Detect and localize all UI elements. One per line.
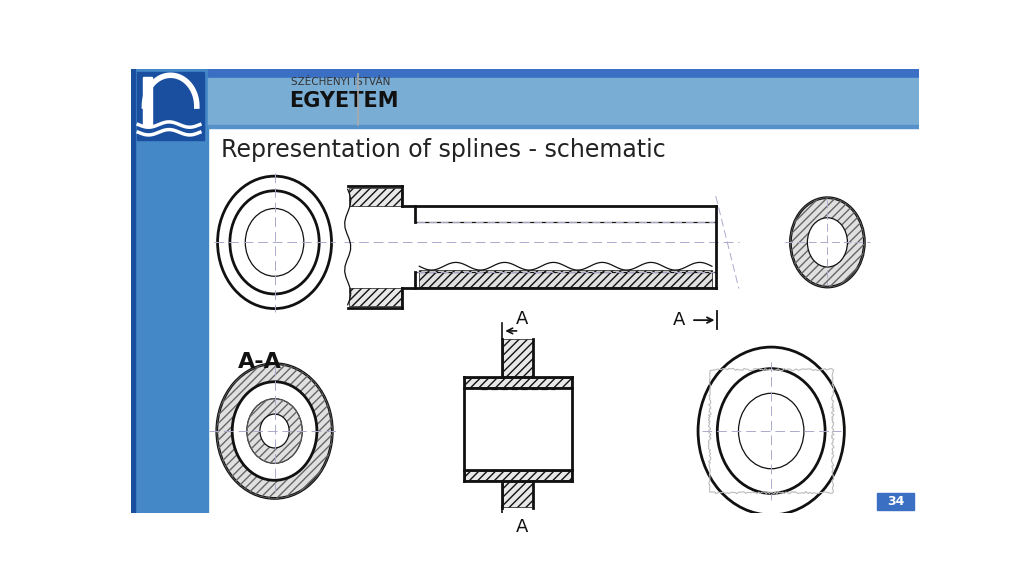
Ellipse shape	[247, 399, 302, 463]
Polygon shape	[419, 270, 712, 287]
Polygon shape	[349, 288, 400, 306]
Ellipse shape	[807, 218, 848, 267]
Polygon shape	[503, 339, 532, 376]
Ellipse shape	[217, 363, 333, 498]
Text: Representation of splines - schematic: Representation of splines - schematic	[221, 138, 667, 162]
Bar	[208, 124, 920, 128]
Bar	[143, 77, 153, 124]
Bar	[878, 492, 914, 510]
Polygon shape	[465, 378, 571, 387]
Text: A-A: A-A	[238, 352, 282, 372]
Ellipse shape	[260, 414, 289, 448]
Bar	[208, 78, 920, 124]
Bar	[131, 69, 135, 513]
Bar	[208, 69, 920, 78]
Text: A: A	[515, 517, 528, 536]
Polygon shape	[465, 471, 571, 480]
Ellipse shape	[232, 382, 316, 480]
Bar	[131, 69, 208, 513]
Polygon shape	[349, 188, 400, 206]
Text: A: A	[673, 311, 685, 329]
Text: SZÉCHENYI ISTVÁN: SZÉCHENYI ISTVÁN	[291, 77, 390, 87]
Text: 34: 34	[887, 495, 904, 507]
Text: EGYETEM: EGYETEM	[289, 90, 398, 111]
Text: A: A	[515, 310, 528, 328]
Bar	[137, 72, 205, 140]
Ellipse shape	[791, 198, 864, 287]
Polygon shape	[503, 482, 532, 507]
